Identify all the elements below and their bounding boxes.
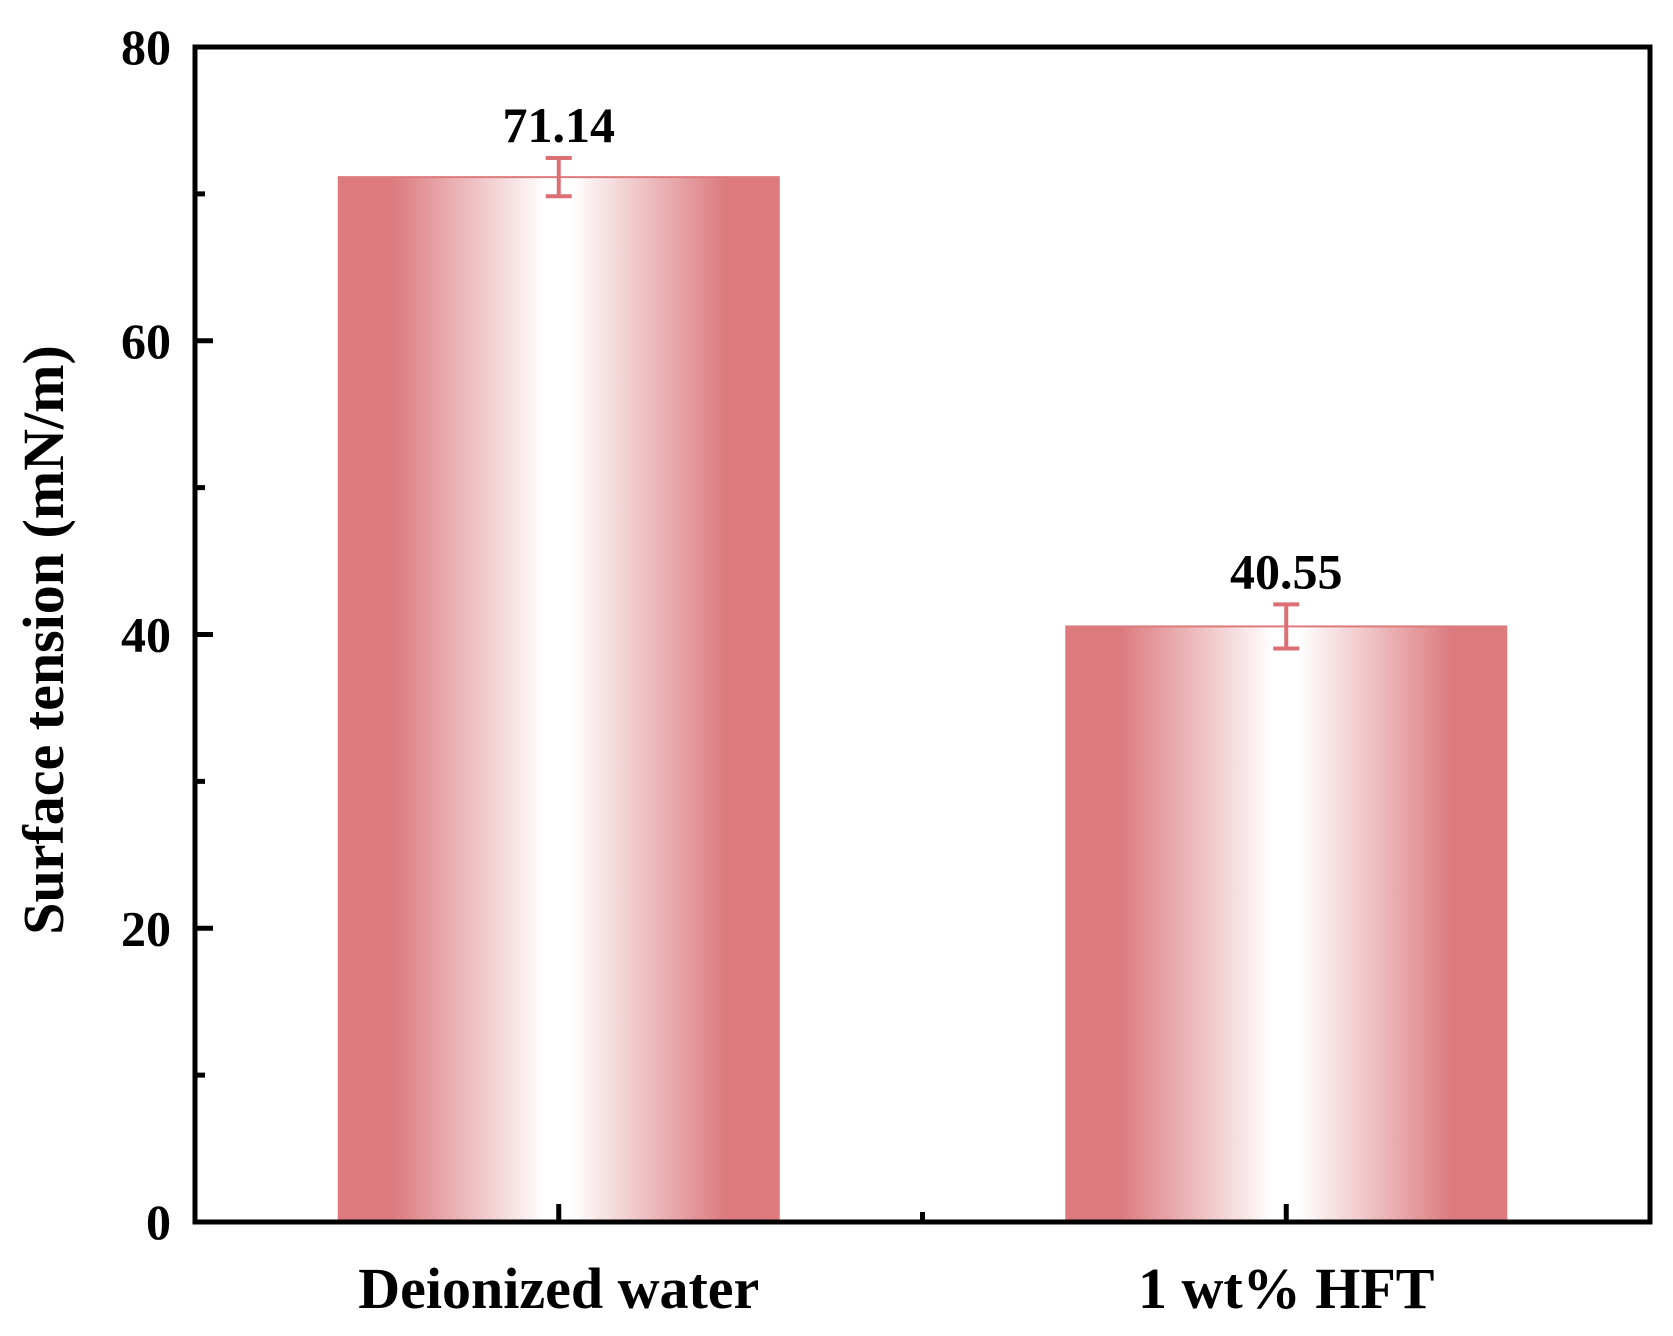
plot-frame	[192, 44, 1653, 1225]
y-tick-label-4: 80	[121, 19, 171, 75]
y-tick-label-3: 60	[121, 313, 171, 369]
labels-layer: Surface tension (mN/m) 71.14 Deionized wa…	[11, 19, 1434, 1321]
bars-layer	[337, 176, 1508, 1224]
axes-layer	[192, 44, 1653, 1225]
error-bars-layer	[545, 156, 1300, 651]
y-tick-label-0: 0	[146, 1194, 171, 1250]
y-axis-title: Surface tension (mN/m)	[11, 345, 76, 935]
y-tick-label-2: 40	[121, 607, 171, 663]
x-tick-label-1: 1 wt% HFT	[1138, 1256, 1434, 1321]
data-label-0: 71.14	[503, 97, 616, 153]
data-label-1: 40.55	[1230, 543, 1343, 599]
bar-0	[337, 176, 780, 1224]
x-tick-label-0: Deionized water	[358, 1256, 759, 1321]
bar-1	[1065, 625, 1508, 1223]
y-tick-label-1: 20	[121, 900, 171, 956]
